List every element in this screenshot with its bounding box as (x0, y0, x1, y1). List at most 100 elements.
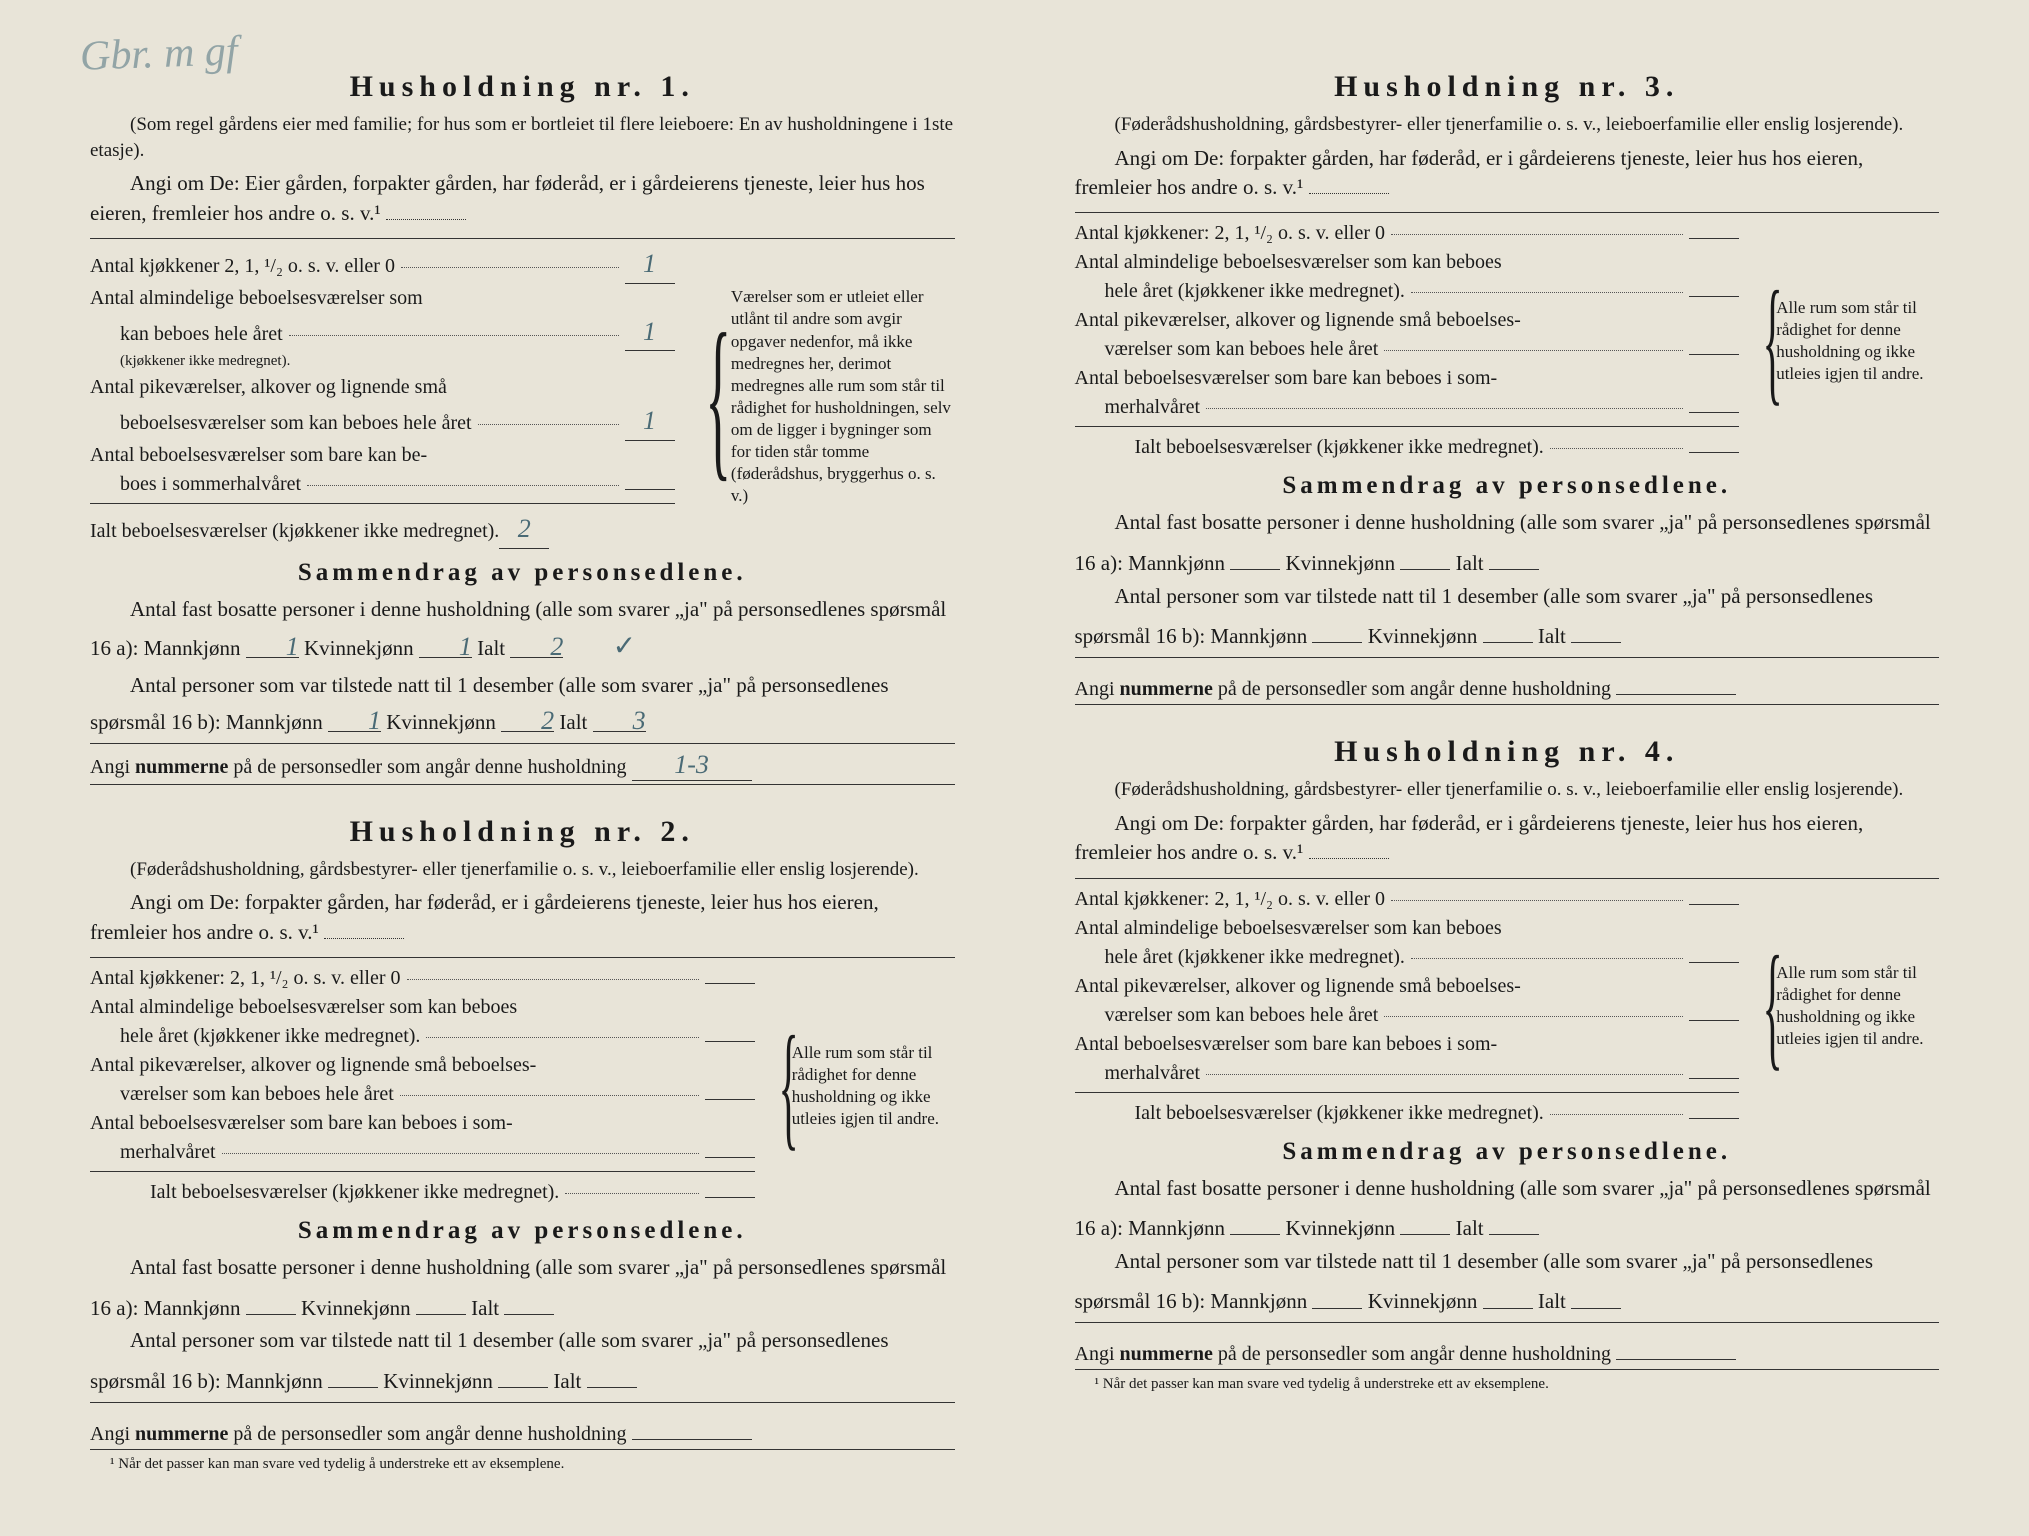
hh2-rooms: Antal kjøkkener: 2, 1, ¹/₂ o. s. v. elle… (90, 964, 955, 1207)
hh4-angi: Angi om De: forpakter gården, har føderå… (1075, 809, 1940, 868)
hh2-side-note: Alle rum som står til rådighet for denne… (792, 1042, 955, 1130)
alm-label: Antal almindelige beboelsesværelser som (90, 284, 675, 313)
hh4-p16b: Antal personer som var tilstede natt til… (1075, 1245, 1940, 1318)
hh4-nummer: Angi nummerne på de personsedler som ang… (1075, 1329, 1940, 1370)
hh2-p16b: Antal personer som var tilstede natt til… (90, 1324, 955, 1397)
p16a-k (1400, 1204, 1450, 1235)
hh1-rooms: Antal kjøkkener 2, 1, ¹/₂ o. s. v. eller… (90, 245, 955, 549)
p16b-m: 1 (328, 701, 381, 732)
alm-val (1689, 296, 1739, 297)
ialt-label: Ialt beboelsesværelser (kjøkkener ikke m… (90, 517, 499, 546)
ialt-label: Ialt (471, 1296, 499, 1320)
ialt-val (1689, 1118, 1739, 1119)
pike-label2: beboelsesværelser som kan beboes hele år… (120, 409, 472, 438)
kjokken-val: 1 (625, 245, 675, 284)
kvinne-label: Kvinnekjønn (301, 1296, 411, 1320)
household-3: Husholdning nr. 3. (Føderådshusholdning,… (1075, 70, 1940, 705)
hh3-nummer: Angi nummerne på de personsedler som ang… (1075, 664, 1940, 705)
ialt-label: Ialt (1538, 624, 1566, 648)
hh1-side-note: Værelser som er utleiet eller utlånt til… (731, 286, 955, 507)
pike-label: Antal pikeværelser, alkover og lignende … (1075, 972, 1740, 1001)
hh4-brace-wrap: { Alle rum som står til rådighet for den… (1759, 885, 1939, 1128)
kvinne-label: Kvinnekjønn (1285, 1216, 1395, 1240)
hh2-angi: Angi om De: forpakter gården, har føderå… (90, 888, 955, 947)
alm-label2: hele året (kjøkkener ikke medregnet). (1105, 943, 1405, 972)
household-2: Husholdning nr. 2. (Føderådshusholdning,… (90, 815, 955, 1473)
p16a-m: 1 (246, 627, 299, 658)
sommer-label: Antal beboelsesværelser som bare kan beb… (1075, 364, 1740, 393)
p16a-k (416, 1284, 466, 1315)
hh4-sammendrag-title: Sammendrag av personsedlene. (1075, 1138, 1940, 1166)
p16a-m (1230, 1204, 1280, 1235)
alm-note: (kjøkkener ikke medregnet). (90, 351, 675, 373)
p16b-k (1483, 612, 1533, 643)
ialt-label: Ialt (559, 710, 587, 734)
hh2-angi-text: Angi om De: forpakter gården, har føderå… (90, 890, 879, 943)
hh4-p16a: Antal fast bosatte personer i denne hush… (1075, 1172, 1940, 1245)
sommer-label: Antal beboelsesværelser som bare kan be- (90, 441, 675, 470)
kvinne-label: Kvinnekjønn (304, 636, 414, 660)
pike-label2: værelser som kan beboes hele året (120, 1080, 394, 1109)
hh2-p16a: Antal fast bosatte personer i denne hush… (90, 1251, 955, 1324)
ialt-label: Ialt (553, 1369, 581, 1393)
sommer-label: Antal beboelsesværelser som bare kan beb… (1075, 1030, 1740, 1059)
hh4-angi-fill (1309, 838, 1389, 859)
hh3-angi-text: Angi om De: forpakter gården, har føderå… (1075, 146, 1864, 199)
pike-val (1689, 1020, 1739, 1021)
kjokken-label: Antal kjøkkener: 2, 1, ¹/₂ o. s. v. elle… (1075, 219, 1386, 248)
household-4: Husholdning nr. 4. (Føderådshusholdning,… (1075, 735, 1940, 1393)
p16a-i (1489, 539, 1539, 570)
kvinne-label: Kvinnekjønn (1368, 624, 1478, 648)
hh1-angi-text: Angi om De: Eier gården, forpakter gårde… (90, 171, 925, 224)
sommer-label2: merhalvåret (1105, 1059, 1201, 1088)
pike-label2: værelser som kan beboes hele året (1105, 1001, 1379, 1030)
p16b-k (498, 1357, 548, 1388)
hh1-sammendrag-title: Sammendrag av personsedlene. (90, 559, 955, 587)
alm-val: 1 (625, 313, 675, 352)
hh3-p16a: Antal fast bosatte personer i denne hush… (1075, 506, 1940, 579)
ialt-label: Ialt beboelsesværelser (kjøkkener ikke m… (1135, 1099, 1544, 1128)
pike-val (1689, 354, 1739, 355)
hh4-footnote: ¹ Når det passer kan man svare ved tydel… (1075, 1376, 1940, 1393)
hh2-footnote: ¹ Når det passer kan man svare ved tydel… (90, 1456, 955, 1473)
nummer-val: 1-3 (632, 750, 752, 781)
pike-label: Antal pikeværelser, alkover og lignende … (90, 373, 675, 402)
hh3-brace-wrap: { Alle rum som står til rådighet for den… (1759, 219, 1939, 462)
brace-icon: { (705, 325, 731, 469)
hh2-preamble: (Føderådshusholdning, gårdsbestyrer- ell… (90, 857, 955, 883)
hh3-room-lines: Antal kjøkkener: 2, 1, ¹/₂ o. s. v. elle… (1075, 219, 1740, 462)
nummer-text: Angi nummerne på de personsedler som ang… (90, 756, 627, 778)
hh1-angi: Angi om De: Eier gården, forpakter gårde… (90, 169, 955, 228)
hh2-sammendrag-title: Sammendrag av personsedlene. (90, 1217, 955, 1245)
right-page: Husholdning nr. 3. (Føderådshusholdning,… (1015, 60, 2029, 1476)
sommer-val (705, 1157, 755, 1158)
kvinne-label: Kvinnekjønn (386, 710, 496, 734)
hh1-angi-fill (386, 199, 466, 220)
sommer-label2: boes i sommerhalvåret (120, 470, 301, 499)
household-1: Husholdning nr. 1. (Som regel gårdens ei… (90, 70, 955, 785)
brace-icon: { (778, 1030, 798, 1142)
nummer-val (1616, 664, 1736, 695)
p16a-i (1489, 1204, 1539, 1235)
alm-label: Antal almindelige beboelsesværelser som … (1075, 914, 1740, 943)
alm-val (1689, 962, 1739, 963)
hh2-brace-wrap: { Alle rum som står til rådighet for den… (775, 964, 955, 1207)
pike-val (705, 1099, 755, 1100)
hh3-angi-fill (1309, 173, 1389, 194)
hh2-nummer: Angi nummerne på de personsedler som ang… (90, 1409, 955, 1450)
nummer-val (1616, 1329, 1736, 1360)
hh3-angi: Angi om De: forpakter gården, har føderå… (1075, 144, 1940, 203)
sommer-label2: merhalvåret (1105, 393, 1201, 422)
p16a-k: 1 (419, 627, 472, 658)
p16a-m (246, 1284, 296, 1315)
p16a-i: 2 (510, 627, 563, 658)
p16b-i (587, 1357, 637, 1388)
nummer-val (632, 1409, 752, 1440)
p16b-i: 3 (593, 701, 646, 732)
check-mark: ✓ (573, 625, 636, 668)
left-page: Gbr. m gf Husholdning nr. 1. (Som regel … (0, 60, 1015, 1476)
p16b-k (1483, 1277, 1533, 1308)
alm-label: Antal almindelige beboelsesværelser som … (90, 993, 755, 1022)
nummer-text: Angi nummerne på de personsedler som ang… (1075, 678, 1612, 700)
nummer-text: Angi nummerne på de personsedler som ang… (90, 1423, 627, 1445)
